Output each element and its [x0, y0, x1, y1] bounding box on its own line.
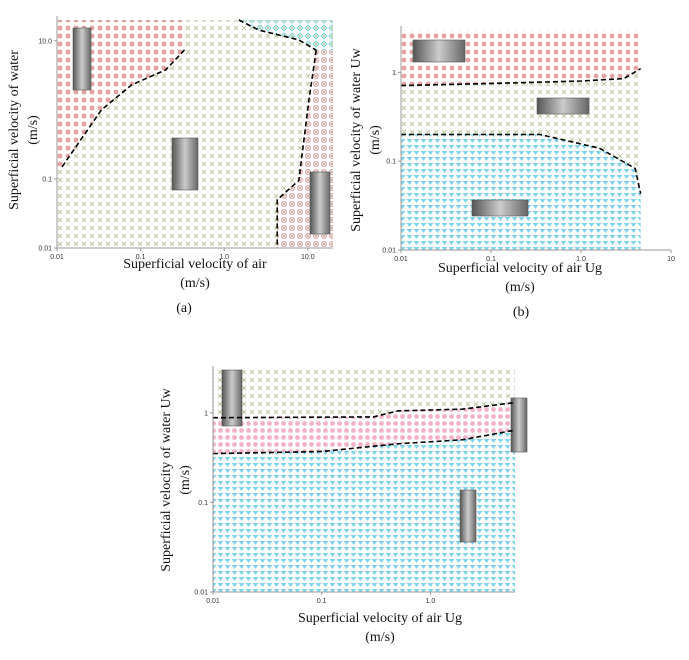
x-axis-title: (m/s)	[365, 630, 395, 645]
x-axis-title: (m/s)	[180, 276, 210, 291]
x-tick-label: 0.01	[50, 254, 64, 261]
x-tick-label: 10	[667, 256, 675, 263]
y-tick-label: 0.01	[382, 248, 396, 255]
photo	[412, 39, 466, 63]
x-tick-label: 0.01	[394, 256, 408, 263]
y-tick-label: 1	[392, 70, 396, 77]
x-tick-label: 0.1	[486, 256, 496, 263]
x-tick-label: 10.0	[301, 254, 315, 261]
regime-region	[238, 20, 333, 51]
y-tick-label: 1	[204, 410, 208, 417]
y-tick-label: 0.01	[38, 246, 52, 253]
regime-boundary	[276, 50, 317, 248]
y-axis-title: Superficial velocity of water	[7, 50, 22, 210]
photo	[72, 27, 92, 91]
photos	[72, 27, 590, 543]
photo	[309, 171, 331, 235]
x-tick-label: 1.0	[219, 254, 229, 261]
x-axis-title: Superficial velocity of air	[123, 257, 267, 272]
x-tick-label: 0.1	[317, 598, 327, 605]
y-tick-label: 0.1	[386, 159, 396, 166]
y-axis-title: Superficial velocity of water Uw	[159, 387, 174, 571]
panel-label: (b)	[513, 305, 530, 320]
x-axis-title: Superficial velocity of air Ug	[298, 611, 462, 626]
regime-boundary	[401, 133, 642, 194]
x-tick-label: 0.01	[206, 598, 220, 605]
y-tick-label: 0.01	[194, 590, 208, 597]
regime-region	[401, 134, 641, 250]
regime-boundary	[400, 68, 642, 87]
x-tick-label: 1.0	[576, 256, 586, 263]
photo	[510, 397, 528, 453]
x-axis-title: (m/s)	[505, 280, 535, 295]
panel-label: (a)	[176, 301, 192, 316]
photo	[471, 199, 529, 217]
regime-boundary	[61, 47, 187, 168]
photo	[459, 489, 477, 543]
regime-boundary	[212, 429, 516, 455]
y-tick-label: 0.1	[42, 176, 52, 183]
y-axis-title: Superficial velocity of water Uw	[349, 47, 364, 231]
photo	[536, 97, 590, 115]
y-axis-title: (m/s)	[26, 115, 41, 145]
y-tick-label: 0.1	[198, 500, 208, 507]
y-tick-label: 10.0	[38, 38, 52, 45]
y-axis-title: (m/s)	[368, 125, 383, 155]
x-tick-label: 0.1	[136, 254, 146, 261]
photo	[221, 369, 243, 427]
regime-region	[213, 430, 515, 592]
y-axis-title: (m/s)	[178, 465, 193, 495]
x-axis-title: Superficial velocity of air Ug	[438, 261, 602, 276]
x-tick-label: 1.0	[426, 598, 436, 605]
regime-region	[213, 370, 515, 418]
regime-boundary	[238, 19, 317, 51]
regime-boundary	[212, 401, 516, 419]
photo	[171, 137, 199, 191]
